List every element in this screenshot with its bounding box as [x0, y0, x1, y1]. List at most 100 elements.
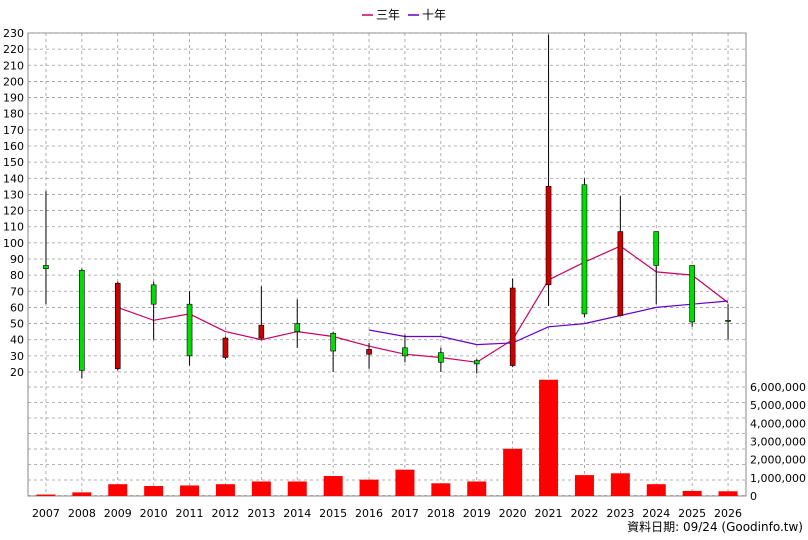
- year-tick-label: 2008: [68, 507, 96, 520]
- volume-bar: [36, 495, 55, 496]
- price-tick-label: 30: [10, 350, 24, 363]
- candle-body: [367, 349, 372, 354]
- volume-bar: [144, 486, 163, 496]
- price-tick-label: 50: [10, 318, 24, 331]
- volume-bar: [503, 449, 522, 496]
- candle-body: [510, 288, 515, 365]
- year-tick-label: 2026: [714, 507, 742, 520]
- year-tick-label: 2024: [642, 507, 670, 520]
- candle-body: [115, 283, 120, 369]
- volume-bar: [575, 475, 594, 496]
- price-tick-label: 20: [10, 366, 24, 379]
- volume-bar: [324, 476, 343, 496]
- year-tick-label: 2023: [606, 507, 634, 520]
- volume-tick-label: 1,000,000: [750, 472, 806, 485]
- volume-tick-label: 6,000,000: [750, 381, 806, 394]
- volume-bar: [467, 481, 486, 496]
- year-axis: 2007 2008 2009 2010 2011 2012 2013 2014 2015 2016…: [32, 507, 742, 520]
- volume-bar: [252, 481, 271, 496]
- legend-ma10-label: 十年: [422, 8, 446, 22]
- legend-ma3-label: 三年: [376, 8, 400, 22]
- candle-body: [474, 361, 479, 364]
- volume-bar: [611, 473, 630, 496]
- year-tick-label: 2012: [211, 507, 239, 520]
- price-tick-label: 210: [3, 59, 24, 72]
- candle-body: [79, 270, 84, 370]
- year-tick-label: 2007: [32, 507, 60, 520]
- price-tick-label: 150: [3, 156, 24, 169]
- candle-body: [654, 232, 659, 266]
- volume-bar: [719, 491, 738, 496]
- price-tick-label: 170: [3, 124, 24, 137]
- year-tick-label: 2018: [427, 507, 455, 520]
- volume-bar: [683, 491, 702, 496]
- volume-bar: [539, 380, 558, 496]
- price-axis: 20 30 40 50 60 70 80 90 100 110 120 130 140 150 160 170…: [3, 27, 24, 379]
- candle-body: [546, 186, 551, 284]
- year-tick-label: 2019: [463, 507, 491, 520]
- ma-three-year-line: [118, 246, 728, 362]
- volume-tick-label: 2,000,000: [750, 454, 806, 467]
- year-tick-label: 2015: [319, 507, 347, 520]
- price-tick-label: 120: [3, 205, 24, 218]
- volume-bar: [108, 484, 127, 496]
- volume-tick-label: 4,000,000: [750, 417, 806, 430]
- volume-tick-label: 5,000,000: [750, 399, 806, 412]
- price-tick-label: 180: [3, 108, 24, 121]
- year-tick-label: 2009: [104, 507, 132, 520]
- year-tick-label: 2022: [570, 507, 598, 520]
- price-tick-label: 160: [3, 140, 24, 153]
- candle-body: [331, 333, 336, 351]
- candle-body: [618, 232, 623, 316]
- year-tick-label: 2010: [140, 507, 168, 520]
- year-tick-label: 2011: [176, 507, 204, 520]
- volume-bars: [36, 380, 737, 496]
- year-tick-label: 2014: [283, 507, 311, 520]
- volume-tick-label: 3,000,000: [750, 436, 806, 449]
- price-tick-label: 220: [3, 43, 24, 56]
- candlesticks: [43, 35, 730, 379]
- plot-frame: [28, 33, 746, 496]
- candle-body: [187, 304, 192, 356]
- legend: 三年 十年: [362, 8, 446, 22]
- price-tick-label: 90: [10, 253, 24, 266]
- price-tick-label: 140: [3, 172, 24, 185]
- price-tick-label: 100: [3, 237, 24, 250]
- candle-body: [259, 325, 264, 338]
- year-tick-label: 2016: [355, 507, 383, 520]
- candle-body: [295, 324, 300, 332]
- volume-bar: [395, 470, 414, 496]
- volume-bar: [72, 492, 91, 496]
- volume-bar: [216, 484, 235, 496]
- candle-body: [582, 185, 587, 314]
- moving-average-lines: [118, 246, 728, 362]
- price-tick-label: 40: [10, 334, 24, 347]
- candle-body: [223, 338, 228, 357]
- price-tick-label: 110: [3, 221, 24, 234]
- year-tick-label: 2017: [391, 507, 419, 520]
- volume-bar: [647, 484, 666, 496]
- price-tick-label: 230: [3, 27, 24, 40]
- year-tick-label: 2013: [247, 507, 275, 520]
- year-tick-label: 2021: [535, 507, 563, 520]
- price-tick-label: 70: [10, 285, 24, 298]
- price-tick-label: 190: [3, 92, 24, 105]
- volume-axis: 0 1,000,000 2,000,000 3,000,000 4,000,000 5,0…: [750, 381, 806, 503]
- volume-bar: [360, 480, 379, 496]
- candle-body: [726, 320, 731, 321]
- candle-body: [43, 265, 48, 268]
- volume-bar: [288, 481, 307, 496]
- grid: [28, 33, 746, 496]
- year-tick-label: 2025: [678, 507, 706, 520]
- year-tick-label: 2020: [499, 507, 527, 520]
- price-tick-label: 130: [3, 188, 24, 201]
- price-tick-label: 80: [10, 269, 24, 282]
- candle-body: [402, 348, 407, 356]
- price-tick-label: 60: [10, 301, 24, 314]
- volume-bar: [180, 485, 199, 496]
- volume-bar: [431, 483, 450, 496]
- candle-body: [151, 285, 156, 304]
- candle-body: [438, 353, 443, 363]
- data-date-footer: 資料日期: 09/24 (Goodinfo.tw): [627, 520, 803, 534]
